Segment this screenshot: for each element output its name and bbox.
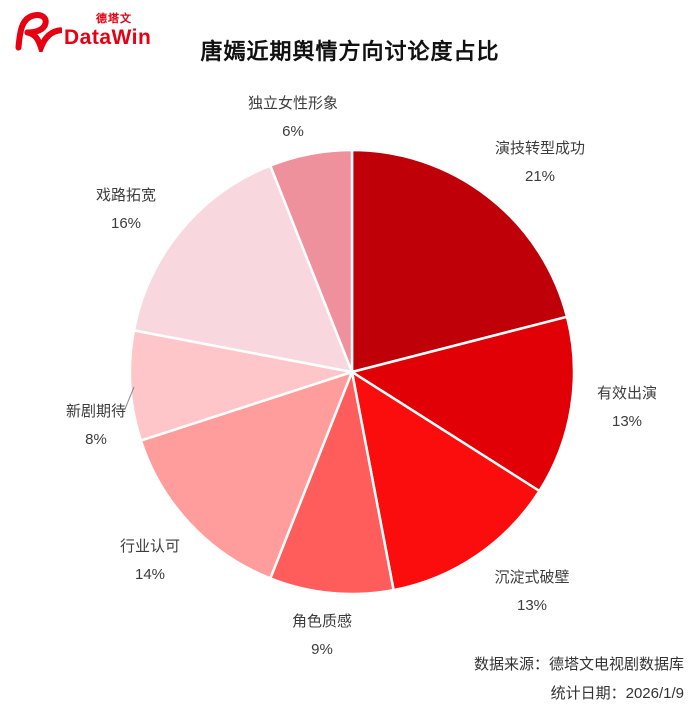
slice-label-7: 戏路拓宽 xyxy=(96,187,156,204)
pie-slice-7 xyxy=(132,164,354,374)
footer-date: 统计日期：2026/1/9 xyxy=(550,684,684,702)
brand-text: 德塔文 DataWin xyxy=(64,13,152,49)
slice-value-4: 9% xyxy=(311,641,333,658)
slice-label-5: 行业认可 xyxy=(120,538,180,555)
brand-name-en: DataWin xyxy=(64,26,152,49)
footer-source: 数据来源：德塔文电视剧数据库 xyxy=(473,655,684,673)
slice-value-2: 13% xyxy=(612,413,642,430)
slice-label-6: 新剧期待 xyxy=(66,403,126,420)
slice-value-7: 16% xyxy=(111,215,141,232)
page-title: 唐嫣近期舆情方向讨论度占比 xyxy=(200,39,500,64)
slice-label-4: 角色质感 xyxy=(292,613,352,630)
brand-name-cn: 德塔文 xyxy=(96,13,132,25)
label-leader-line xyxy=(124,386,135,410)
pie-slice-2 xyxy=(350,315,576,493)
slice-value-1: 21% xyxy=(525,168,555,185)
pie-slice-8 xyxy=(269,148,354,374)
pie-slice-1 xyxy=(350,148,569,374)
pie-slice-4 xyxy=(269,370,395,596)
brand-logo: 德塔文 DataWin xyxy=(14,10,151,52)
footer: 数据来源：德塔文电视剧数据库 统计日期：2026/1/9 xyxy=(474,650,684,709)
slice-label-8: 独立女性形象 xyxy=(248,94,338,112)
slice-value-6: 8% xyxy=(85,431,107,448)
slice-value-5: 14% xyxy=(135,566,165,583)
slice-value-3: 13% xyxy=(517,597,547,614)
slice-label-2: 有效出演 xyxy=(597,385,657,402)
pie-slice-6 xyxy=(128,329,354,442)
slice-label-1: 演技转型成功 xyxy=(495,140,585,157)
datawin-logo-icon xyxy=(15,12,62,52)
pie-slice-3 xyxy=(350,370,541,592)
slice-value-8: 6% xyxy=(282,123,304,140)
slice-label-3: 沉淀式破壁 xyxy=(494,569,569,586)
